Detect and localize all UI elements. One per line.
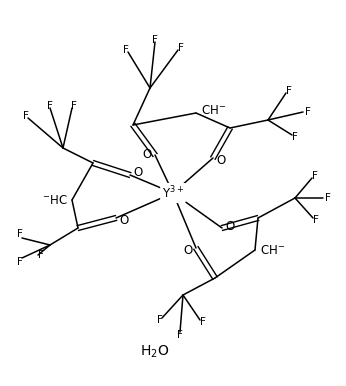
Text: O: O [133,166,143,179]
Text: F: F [292,132,298,142]
Text: H$_2$O: H$_2$O [140,344,170,360]
Text: F: F [17,257,23,267]
Text: F: F [313,215,319,225]
Text: O: O [216,154,226,166]
Text: F: F [178,43,184,53]
Text: O: O [225,220,235,232]
Text: CH$^{-}$: CH$^{-}$ [201,105,226,117]
Text: F: F [123,45,129,55]
Text: F: F [38,250,44,260]
Text: F: F [325,193,331,203]
Text: F: F [152,35,158,45]
Text: O: O [183,244,193,257]
Text: F: F [23,111,29,121]
Text: F: F [312,171,318,181]
Text: CH$^{-}$: CH$^{-}$ [260,244,285,257]
Text: F: F [305,107,311,117]
Text: F: F [177,330,183,340]
Text: F: F [71,101,77,111]
Text: F: F [200,317,206,327]
Text: F: F [286,86,292,96]
Text: $^{-}$HC: $^{-}$HC [42,193,68,207]
Text: O: O [142,149,152,161]
Text: F: F [47,101,53,111]
Text: F: F [157,315,163,325]
Text: O: O [119,213,129,227]
Text: Y$^{3+}$: Y$^{3+}$ [162,185,184,201]
Text: F: F [17,229,23,239]
